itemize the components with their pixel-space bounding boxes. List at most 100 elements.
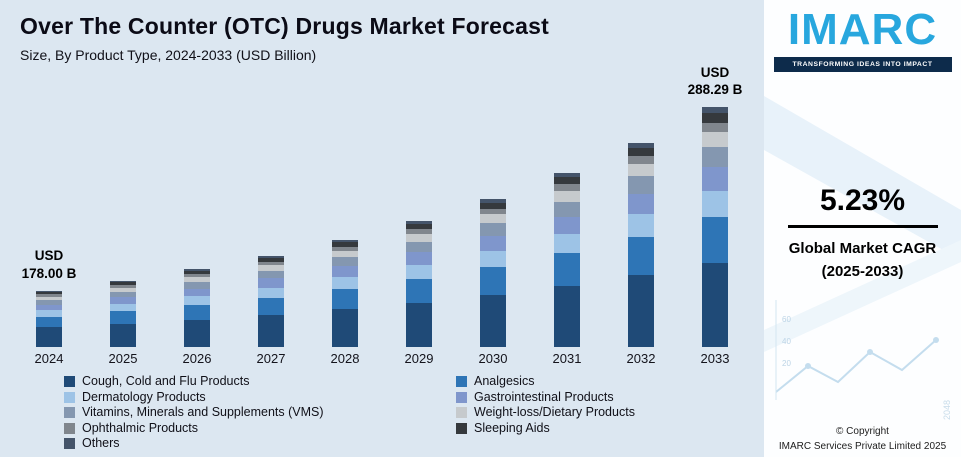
legend-label: Others — [82, 436, 120, 450]
panel-decoration: 60 40 20 2048 — [764, 96, 961, 420]
bar-segment — [702, 107, 728, 114]
bar-segment — [480, 250, 506, 267]
bar-segment — [36, 296, 62, 300]
panel-content: IMARC TRANSFORMING IDEAS INTO IMPACT 5.2… — [764, 5, 961, 457]
stacked-bar — [554, 173, 580, 347]
bar-segment — [258, 314, 284, 347]
imarc-logo: IMARC TRANSFORMING IDEAS INTO IMPACT — [764, 5, 961, 73]
legend-item: Vitamins, Minerals and Supplements (VMS) — [64, 405, 456, 420]
bar-segment — [480, 198, 506, 203]
imarc-logo-tagline: TRANSFORMING IDEAS INTO IMPACT — [773, 57, 952, 73]
stacked-bar — [702, 107, 728, 347]
bar-segment — [184, 271, 210, 275]
cagr-label-line1: Global Market CAGR — [788, 240, 937, 257]
bar-segment — [184, 269, 210, 272]
bar-segment — [110, 285, 136, 288]
legend-swatch — [64, 422, 75, 434]
bar-segment — [554, 191, 580, 202]
bar-segment — [258, 287, 284, 298]
bar-segment — [258, 278, 284, 288]
bar-segment — [702, 217, 728, 263]
legend-label: Ophthalmic Products — [82, 420, 199, 435]
legend-swatch — [64, 438, 75, 450]
stacked-bar — [332, 239, 358, 347]
legend-label: Vitamins, Minerals and Supplements (VMS) — [82, 405, 324, 419]
stacked-bar — [406, 220, 432, 347]
bar-segment — [406, 252, 432, 265]
bar-segment — [110, 280, 136, 283]
legend-label: Sleeping Aids — [474, 420, 550, 435]
bar-segment — [554, 286, 580, 347]
bar-group — [310, 63, 380, 347]
bar-group: USD 178.00 B — [14, 63, 84, 347]
bar-group — [458, 63, 528, 347]
legend-swatch — [456, 391, 467, 403]
bar-group: USD 288.29 B — [680, 63, 750, 347]
bar-segment — [110, 291, 136, 298]
bar-segment — [36, 316, 62, 328]
bar-segment — [628, 236, 654, 276]
bar-segment — [702, 122, 728, 133]
bar-segment — [480, 267, 506, 296]
bar-segment — [184, 319, 210, 347]
bar-segment — [332, 277, 358, 289]
bar-segment — [110, 287, 136, 292]
bar-segment — [110, 282, 136, 286]
bar-segment — [702, 167, 728, 192]
bar-segment — [480, 202, 506, 209]
bar-segment — [36, 304, 62, 311]
svg-text:20: 20 — [782, 359, 791, 368]
legend-item: Cough, Cold and Flu Products — [64, 374, 456, 389]
bar-segment — [628, 142, 654, 148]
x-axis-label: 2030 — [478, 351, 508, 366]
bar-segment — [406, 234, 432, 242]
x-axis-label: 2024 — [34, 351, 64, 366]
bar-segment — [36, 290, 62, 292]
bar-segment — [628, 156, 654, 165]
bar-segment — [480, 223, 506, 236]
bar-segment — [702, 146, 728, 168]
legend-item: Dermatology Products — [64, 390, 456, 405]
svg-text:40: 40 — [782, 337, 791, 346]
bar-segment — [332, 239, 358, 243]
bar-segment — [406, 302, 432, 347]
legend-label: Weight-loss/Dietary Products — [474, 405, 635, 419]
bar-area: USD 178.00 B USD 288.29 B — [12, 63, 752, 347]
stacked-bar — [36, 290, 62, 347]
legend-swatch — [64, 391, 75, 403]
bar-segment — [332, 266, 358, 278]
bar-segment — [184, 296, 210, 305]
bar-segment — [702, 263, 728, 347]
bar-group — [236, 63, 306, 347]
stacked-bar — [480, 198, 506, 347]
bar-segment — [628, 176, 654, 194]
bar-segment — [332, 289, 358, 310]
x-axis-label: 2027 — [256, 351, 286, 366]
bar-segment — [406, 220, 432, 225]
bar-segment — [406, 229, 432, 235]
chart-subtitle: Size, By Product Type, 2024-2033 (USD Bi… — [20, 47, 317, 63]
bar-segment — [406, 278, 432, 303]
bar-segment — [332, 246, 358, 251]
bar-group — [606, 63, 676, 347]
bar-segment — [702, 113, 728, 123]
cagr-block: 5.23% Global Market CAGR (2025-2033) — [764, 184, 961, 284]
bar-segment — [628, 275, 654, 347]
legend-label: Analgesics — [474, 374, 535, 388]
bar-segment — [332, 250, 358, 258]
side-panel: 60 40 20 2048 IMARC TRANSFORMING IDEAS I… — [764, 0, 961, 457]
bar-segment — [110, 311, 136, 324]
legend-item: Ophthalmic Products — [64, 420, 456, 436]
bar-segment — [332, 257, 358, 267]
stacked-bar — [628, 142, 654, 347]
cagr-divider — [787, 225, 938, 228]
bar-value-label: USD 288.29 B — [687, 64, 743, 98]
bar-segment — [110, 297, 136, 304]
x-axis-label: 2028 — [330, 351, 360, 366]
bar-segment — [184, 274, 210, 278]
bar-segment — [332, 309, 358, 347]
bar-group — [532, 63, 602, 347]
bar-segment — [36, 310, 62, 317]
bar-group — [88, 63, 158, 347]
bar-segment — [480, 214, 506, 224]
